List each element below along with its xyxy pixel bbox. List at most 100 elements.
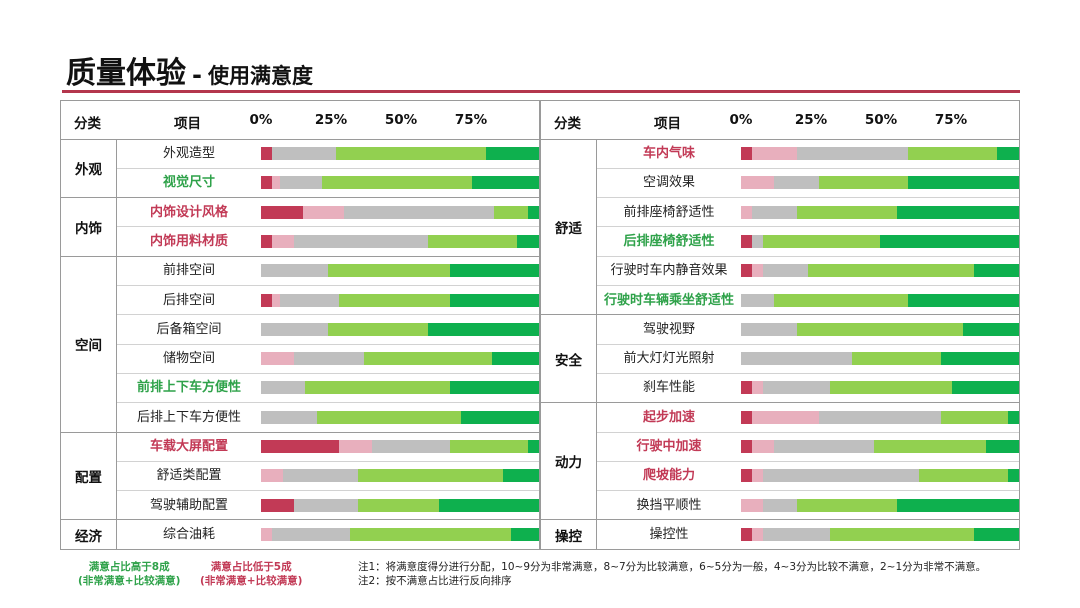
bar-segment-neutral	[261, 381, 306, 395]
bar-segment-very-satisfied	[472, 176, 539, 190]
bar-segment-neutral	[741, 322, 797, 336]
bar-segment-very-satisfied	[952, 381, 1019, 395]
bar-segment-neutral	[283, 469, 359, 483]
item-label: 空调效果	[642, 175, 695, 191]
bar-segment-very-satisfied	[974, 527, 1019, 541]
bar-segment-very-satisfied	[996, 147, 1019, 160]
chart-row: 综合油耗	[117, 520, 539, 549]
stacked-bar	[741, 293, 1019, 307]
tick-label-0: 0%	[249, 112, 273, 128]
chart-row: 后排空间	[117, 286, 539, 315]
stacked-bar	[261, 322, 539, 336]
tick-label-75: 75%	[934, 112, 968, 128]
title-sub: 使用满意度	[207, 64, 313, 88]
tick-label-25: 25%	[794, 112, 828, 128]
bar-segment-very-satisfied	[486, 147, 539, 160]
bar-segment-satisfied	[316, 410, 462, 424]
bar-segment-satisfied	[327, 264, 451, 278]
tick-label-75: 75%	[454, 112, 488, 128]
stacked-bar	[261, 264, 539, 278]
item-label: 外观造型	[162, 146, 215, 161]
bar-segment-neutral	[280, 293, 339, 307]
bar-segment-very-dissatisfied	[261, 440, 339, 453]
bar-segment-satisfied	[363, 352, 492, 366]
bar-segment-very-satisfied	[450, 293, 539, 307]
category-cell: 动力	[541, 402, 597, 520]
stacked-bar	[741, 498, 1019, 512]
chart-row: 内饰设计风格	[117, 198, 539, 227]
stacked-bar	[261, 234, 539, 248]
bar-segment-neutral	[752, 205, 797, 219]
header-category: 分类	[74, 116, 101, 132]
legend-red-line1: 满意占比低于5成	[210, 561, 292, 573]
item-label: 操控性	[649, 526, 689, 542]
bar-segment-very-dissatisfied	[261, 147, 273, 160]
chart-row: 前排空间	[117, 256, 539, 285]
legend-red-line2: (非常满意+比较满意)	[200, 575, 303, 587]
chart-row: 车内气味	[597, 139, 1019, 168]
bar-segment-neutral	[294, 498, 359, 512]
table-header: 分类 项目 0% 25% 50% 75%	[61, 101, 539, 140]
item-label: 起步加速	[642, 409, 695, 425]
bar-segment-very-dissatisfied	[261, 205, 303, 219]
item-label: 内饰设计风格	[149, 204, 228, 220]
stacked-bar	[741, 410, 1019, 424]
group-divider	[61, 519, 539, 521]
bar-segment-satisfied	[427, 234, 517, 248]
bar-segment-neutral	[741, 352, 853, 366]
bar-segment-very-satisfied	[527, 205, 539, 219]
right-chart-panel: 分类 项目 0% 25% 50% 75% 舒适 车内气味 空调效果 前排座椅舒适性 后排…	[540, 100, 1020, 550]
group-divider	[541, 314, 1019, 316]
bar-segment-very-satisfied	[527, 440, 539, 453]
bar-segment-neutral	[741, 293, 775, 307]
item-label: 后排空间	[162, 292, 215, 308]
bar-segment-satisfied	[450, 440, 528, 453]
table-header: 分类 项目 0% 25% 50% 75%	[541, 101, 1019, 140]
item-label: 驾驶辅助配置	[149, 497, 228, 513]
stacked-bar	[261, 293, 539, 307]
row-divider	[597, 226, 1019, 228]
legend-green-line2: (非常满意+比较满意)	[78, 575, 181, 587]
chart-row: 行驶中加速	[597, 432, 1019, 461]
chart-row: 前大灯灯光照射	[597, 344, 1019, 373]
bar-segment-neutral	[261, 264, 328, 278]
bar-segment-neutral	[752, 234, 764, 248]
stacked-bar	[741, 176, 1019, 190]
item-label: 综合油耗	[162, 526, 215, 542]
row-divider	[597, 285, 1019, 286]
bar-segment-neutral	[272, 527, 350, 541]
item-label: 行驶中加速	[636, 439, 702, 454]
group-divider	[61, 197, 539, 199]
row-divider	[597, 167, 1019, 169]
row-divider	[117, 226, 539, 228]
title-main: 质量体验	[66, 56, 186, 91]
bar-segment-dissatisfied	[752, 381, 764, 395]
bar-segment-satisfied	[322, 176, 473, 190]
stacked-bar	[741, 205, 1019, 219]
chart-row: 驾驶辅助配置	[117, 491, 539, 520]
stacked-bar	[741, 469, 1019, 483]
bar-segment-very-dissatisfied	[741, 410, 753, 424]
item-label: 视觉尺寸	[162, 175, 215, 191]
bar-segment-dissatisfied	[752, 527, 764, 541]
stacked-bar	[741, 234, 1019, 248]
item-label: 刹车性能	[642, 380, 695, 396]
header-item: 项目	[174, 116, 201, 132]
bar-segment-satisfied	[796, 322, 964, 336]
bar-segment-very-satisfied	[985, 440, 1019, 453]
item-label: 后排上下车方便性	[136, 409, 241, 425]
bar-segment-neutral	[763, 469, 919, 483]
stacked-bar	[261, 410, 539, 424]
category-cell: 外观	[61, 139, 117, 198]
bar-segment-satisfied	[338, 293, 450, 307]
row-divider	[117, 285, 539, 286]
row-divider	[117, 343, 539, 345]
row-divider	[597, 460, 1019, 462]
bar-segment-very-satisfied	[907, 293, 1019, 307]
bar-segment-dissatisfied	[261, 527, 273, 541]
category-cell: 操控	[541, 519, 597, 550]
bar-segment-very-dissatisfied	[741, 234, 753, 248]
row-divider	[597, 255, 1019, 257]
bar-segment-very-dissatisfied	[261, 176, 273, 190]
bar-segment-very-satisfied	[461, 410, 539, 424]
